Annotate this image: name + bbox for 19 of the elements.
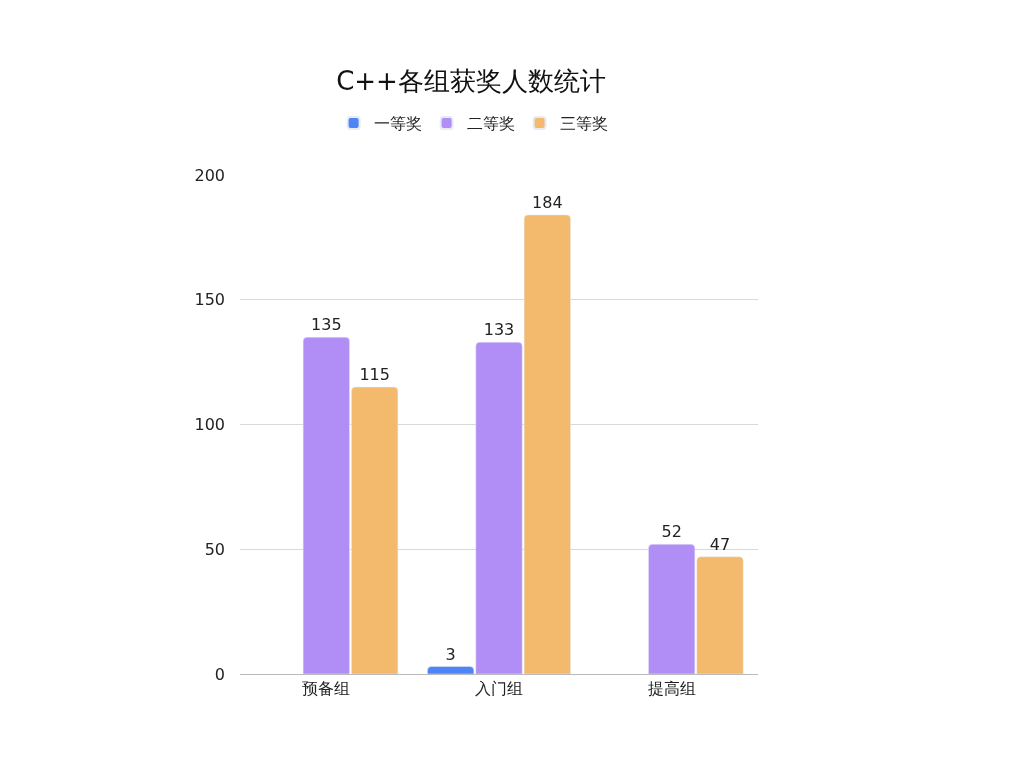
x-tick-label: 提高组 — [647, 679, 696, 699]
y-tick-label: 0 — [214, 664, 225, 684]
y-tick-label: 100 — [194, 415, 225, 435]
data-label: 47 — [709, 534, 731, 554]
legend-label: 三等奖 — [559, 114, 608, 134]
y-tick-label: 200 — [194, 165, 225, 185]
legend-label: 一等奖 — [373, 114, 422, 134]
x-tick-label: 预备组 — [302, 679, 351, 699]
data-label: 184 — [532, 192, 563, 212]
y-tick-label: 150 — [194, 290, 225, 310]
data-label: 52 — [661, 522, 682, 542]
data-label: 133 — [483, 320, 515, 340]
data-label: 135 — [311, 315, 342, 335]
chart-title: C++各组获奖人数统计 — [336, 65, 606, 96]
y-tick-label: 50 — [204, 539, 225, 559]
legend-label: 二等奖 — [466, 114, 515, 134]
data-label: 115 — [359, 365, 390, 385]
data-label: 3 — [445, 644, 456, 664]
x-tick-label: 入门组 — [475, 679, 523, 699]
